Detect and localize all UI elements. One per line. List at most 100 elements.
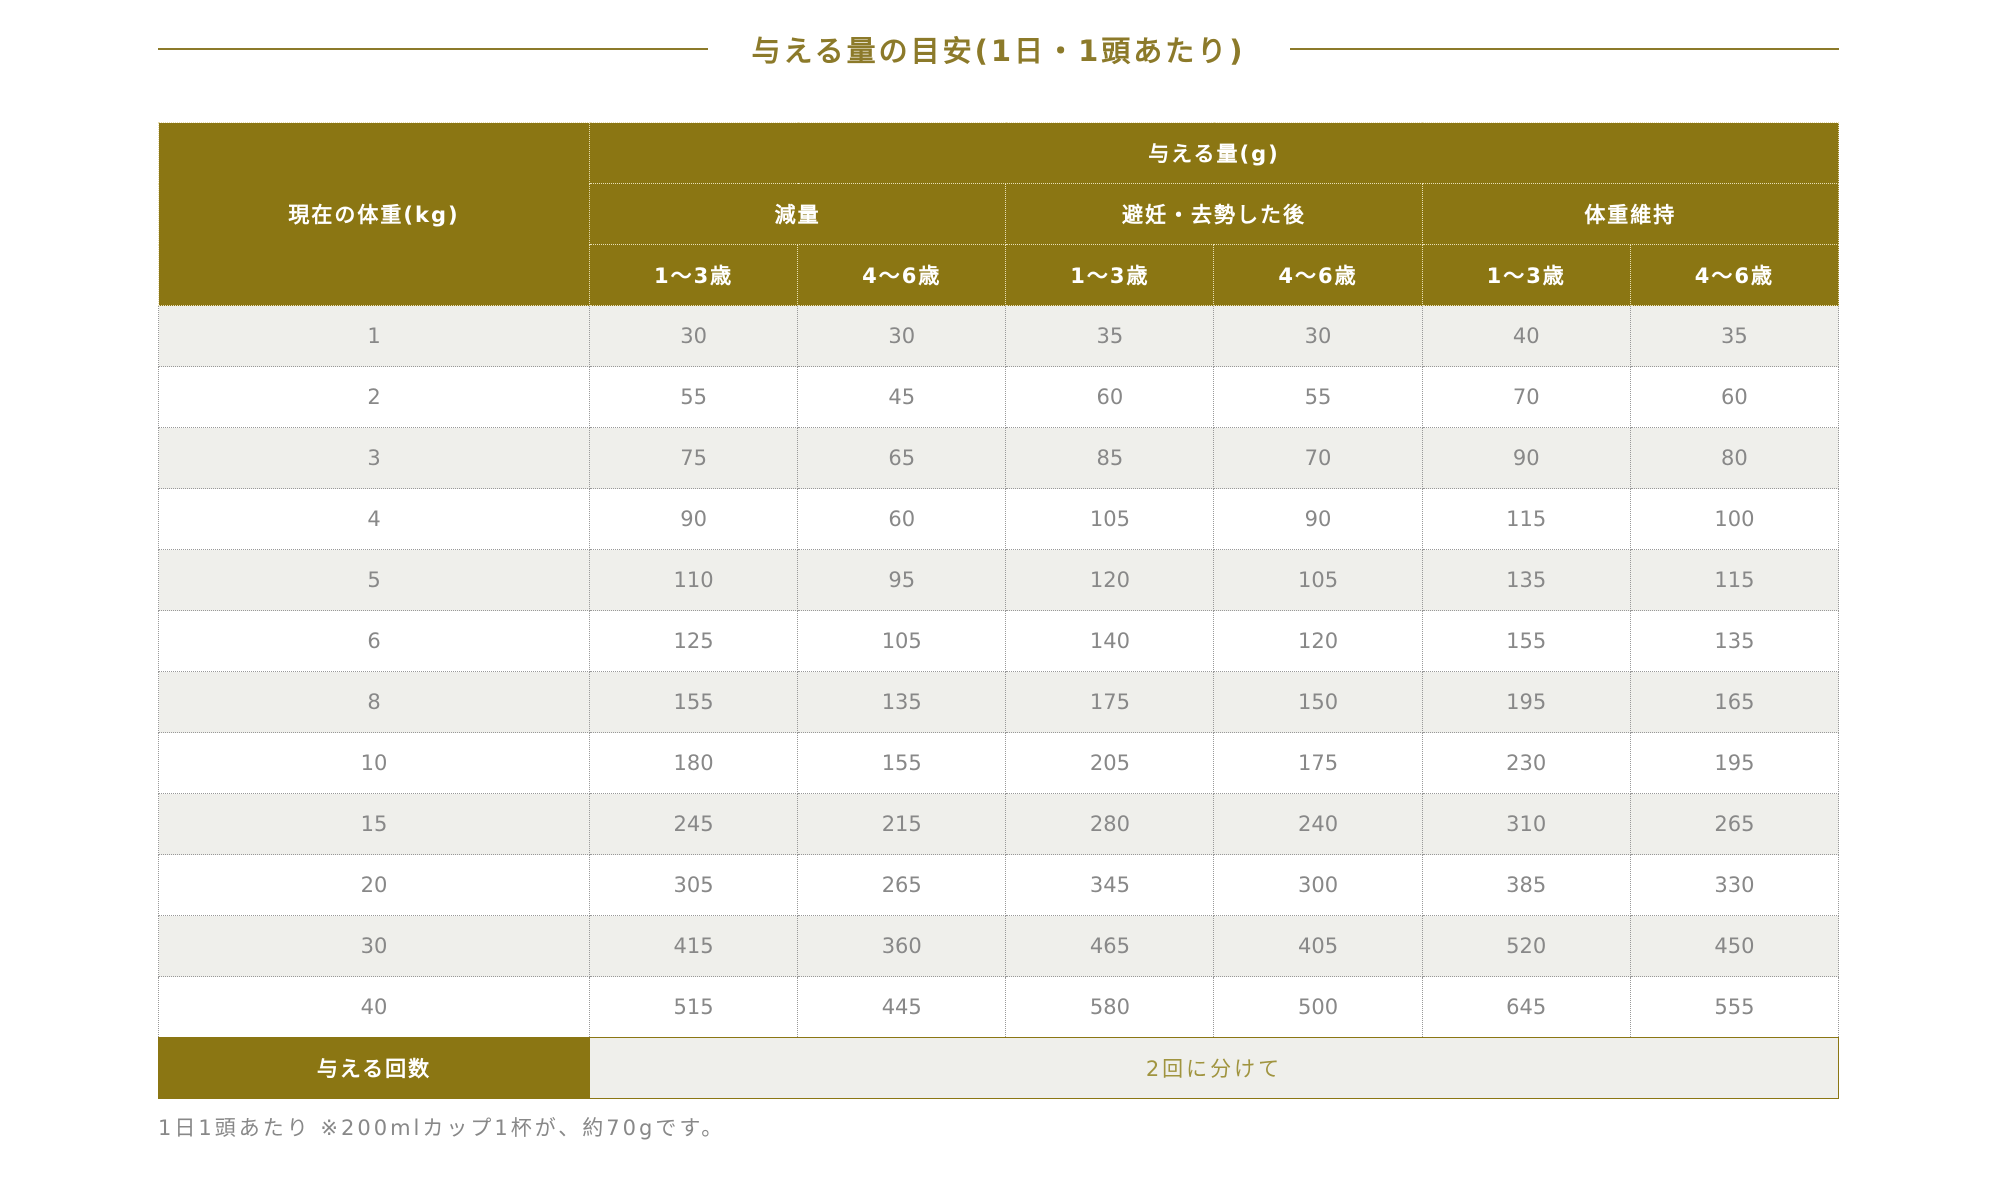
amount-cell: 60 xyxy=(1629,366,1840,428)
amount-cell: 305 xyxy=(588,854,799,916)
amount-cell: 35 xyxy=(1005,305,1215,367)
amount-cell: 90 xyxy=(1213,488,1423,550)
amount-cell: 155 xyxy=(588,671,799,733)
amount-cell: 405 xyxy=(1213,915,1423,977)
amount-cell: 175 xyxy=(1213,732,1423,794)
amount-cell: 265 xyxy=(797,854,1007,916)
amount-cell: 195 xyxy=(1421,671,1631,733)
amount-cell: 580 xyxy=(1005,976,1215,1038)
amount-cell: 85 xyxy=(1005,427,1215,489)
amount-cell: 140 xyxy=(1005,610,1215,672)
weight-cell: 2 xyxy=(158,366,590,428)
data-row: 20 305 265 345 300 385 330 xyxy=(158,854,1840,916)
group-header: 体重維持 xyxy=(1421,183,1840,245)
amount-cell: 135 xyxy=(1421,549,1631,611)
amount-cell: 60 xyxy=(797,488,1007,550)
amount-cell: 80 xyxy=(1629,427,1840,489)
amount-cell: 180 xyxy=(588,732,799,794)
amount-cell: 310 xyxy=(1421,793,1631,855)
amount-cell: 30 xyxy=(797,305,1007,367)
weight-cell: 15 xyxy=(158,793,590,855)
weight-cell: 30 xyxy=(158,915,590,977)
weight-cell: 6 xyxy=(158,610,590,672)
data-row: 15 245 215 280 240 310 265 xyxy=(158,793,1840,855)
amount-cell: 105 xyxy=(797,610,1007,672)
amount-cell: 120 xyxy=(1005,549,1215,611)
amount-cell: 55 xyxy=(1213,366,1423,428)
amount-cell: 35 xyxy=(1629,305,1840,367)
amount-cell: 30 xyxy=(588,305,799,367)
amount-cell: 240 xyxy=(1213,793,1423,855)
title-rule xyxy=(158,48,708,50)
amount-cell: 195 xyxy=(1629,732,1840,794)
age-header: 4～6歳 xyxy=(1629,244,1840,306)
feeding-table: 現在の体重(kg) 与える量(g) 減量 避妊・去勢した後 体重維持 1～3歳 4～6歳 1～… xyxy=(158,122,1840,1099)
age-header: 1～3歳 xyxy=(1005,244,1215,306)
footer-value: 2回に分けて xyxy=(589,1037,1839,1099)
age-header: 4～6歳 xyxy=(1213,244,1423,306)
table-header: 現在の体重(kg) 与える量(g) 減量 避妊・去勢した後 体重維持 1～3歳 4～6歳 1～… xyxy=(158,122,1840,306)
amount-cell: 280 xyxy=(1005,793,1215,855)
amount-cell: 500 xyxy=(1213,976,1423,1038)
amount-cell: 75 xyxy=(588,427,799,489)
data-row: 5 110 95 120 105 135 115 xyxy=(158,549,1840,611)
header-row: 現在の体重(kg) 与える量(g) xyxy=(158,122,1839,306)
amount-cell: 70 xyxy=(1421,366,1631,428)
amount-cell: 55 xyxy=(588,366,799,428)
amount-cell: 450 xyxy=(1629,915,1840,977)
amount-header: 与える量(g) xyxy=(589,122,1839,184)
amount-cell: 100 xyxy=(1629,488,1840,550)
amount-cell: 515 xyxy=(588,976,799,1038)
weight-cell: 20 xyxy=(158,854,590,916)
amount-cell: 125 xyxy=(588,610,799,672)
age-header: 1～3歳 xyxy=(588,244,799,306)
amount-cell: 90 xyxy=(1421,427,1631,489)
amount-cell: 165 xyxy=(1629,671,1840,733)
data-row: 10 180 155 205 175 230 195 xyxy=(158,732,1840,794)
table-body: 1 30 30 35 30 40 35 2 55 45 60 55 70 60 3 75 65 85 70 90 80 4… xyxy=(158,305,1840,1038)
header-row: 減量 避妊・去勢した後 体重維持 xyxy=(159,183,1840,245)
weight-cell: 40 xyxy=(158,976,590,1038)
amount-cell: 555 xyxy=(1629,976,1840,1038)
footer-label: 与える回数 xyxy=(158,1037,590,1099)
amount-cell: 360 xyxy=(797,915,1007,977)
header-row: 1～3歳 4～6歳 1～3歳 4～6歳 1～3歳 4～6歳 xyxy=(159,244,1840,306)
amount-cell: 120 xyxy=(1213,610,1423,672)
amount-cell: 175 xyxy=(1005,671,1215,733)
amount-cell: 265 xyxy=(1629,793,1840,855)
note: 1日1頭あたり ※200mlカップ1杯が、約70gです。 xyxy=(158,1116,726,1140)
weight-cell: 5 xyxy=(158,549,590,611)
amount-cell: 65 xyxy=(797,427,1007,489)
data-row: 30 415 360 465 405 520 450 xyxy=(158,915,1840,977)
data-row: 3 75 65 85 70 90 80 xyxy=(158,427,1840,489)
amount-cell: 155 xyxy=(797,732,1007,794)
group-header: 避妊・去勢した後 xyxy=(1005,183,1423,245)
weight-cell: 3 xyxy=(158,427,590,489)
amount-cell: 135 xyxy=(797,671,1007,733)
amount-cell: 115 xyxy=(1629,549,1840,611)
data-row: 2 55 45 60 55 70 60 xyxy=(158,366,1840,428)
group-header: 減量 xyxy=(588,183,1007,245)
data-row: 8 155 135 175 150 195 165 xyxy=(158,671,1840,733)
amount-cell: 45 xyxy=(797,366,1007,428)
amount-cell: 105 xyxy=(1005,488,1215,550)
weight-cell: 10 xyxy=(158,732,590,794)
amount-cell: 115 xyxy=(1421,488,1631,550)
amount-cell: 245 xyxy=(588,793,799,855)
amount-cell: 345 xyxy=(1005,854,1215,916)
data-row: 6 125 105 140 120 155 135 xyxy=(158,610,1840,672)
amount-cell: 445 xyxy=(797,976,1007,1038)
amount-cell: 155 xyxy=(1421,610,1631,672)
age-header: 1～3歳 xyxy=(1421,244,1631,306)
amount-cell: 385 xyxy=(1421,854,1631,916)
amount-cell: 215 xyxy=(797,793,1007,855)
title: 与える量の目安(1日・1頭あたり) xyxy=(751,34,1246,68)
amount-cell: 90 xyxy=(588,488,799,550)
amount-cell: 300 xyxy=(1213,854,1423,916)
weight-header: 現在の体重(kg) xyxy=(158,122,590,306)
data-row: 1 30 30 35 30 40 35 xyxy=(158,305,1840,367)
data-row: 4 90 60 105 90 115 100 xyxy=(158,488,1840,550)
weight-cell: 4 xyxy=(158,488,590,550)
amount-cell: 230 xyxy=(1421,732,1631,794)
